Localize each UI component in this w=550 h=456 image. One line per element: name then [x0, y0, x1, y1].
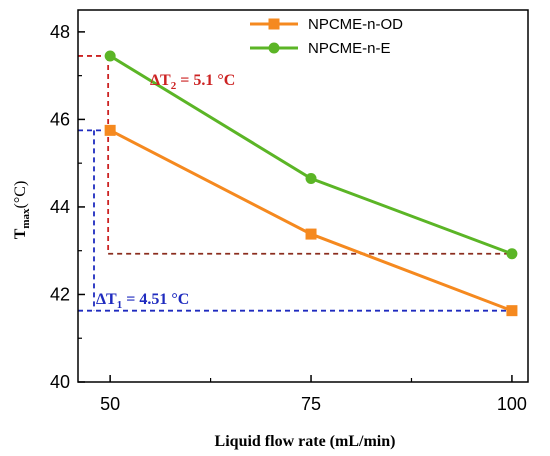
annotation-sub: 1 [117, 299, 123, 311]
x-tick-label: 50 [100, 394, 120, 414]
y-tick-label: 46 [50, 109, 70, 129]
legend-marker [268, 42, 280, 54]
data-point [305, 228, 317, 240]
y-tick-label: 42 [50, 284, 70, 304]
y-tick-label: 40 [50, 372, 70, 392]
annotation-value: = 5.1 °C [176, 72, 235, 89]
y-axis-title-main: T [12, 228, 29, 239]
x-tick-label: 100 [497, 394, 527, 414]
delta-t-annotation: ΔT1 = 4.51 °C [96, 291, 189, 311]
annotation-sub: 2 [171, 80, 177, 92]
x-tick-label: 75 [301, 394, 321, 414]
legend-marker [268, 18, 280, 30]
data-point [305, 172, 317, 184]
axis-ticks: 40 42 44 46 48 50 75 100 [50, 22, 527, 414]
legend-label: NPCME-n-E [308, 40, 391, 57]
y-axis-title: Tmax(°C) [12, 181, 32, 240]
data-point [104, 50, 116, 62]
data-point [506, 248, 518, 260]
annotation-main: ΔT [150, 72, 171, 89]
reference-lines [78, 55, 512, 312]
data-point [506, 305, 518, 317]
y-axis-title-sub: max [20, 208, 32, 229]
series-line-0 [109, 129, 513, 313]
data-point [104, 124, 116, 136]
legend: NPCME-n-OD NPCME-n-E [250, 16, 403, 57]
x-axis-title: Liquid flow rate (mL/min) [215, 433, 396, 450]
annotation-main: ΔT [96, 291, 117, 308]
series-layer [104, 50, 518, 317]
legend-label: NPCME-n-OD [308, 16, 403, 33]
plot-area [77, 9, 529, 383]
y-tick-label: 44 [50, 197, 70, 217]
annotation-value: = 4.51 °C [122, 291, 189, 308]
y-tick-label: 48 [50, 22, 70, 42]
delta-t-annotation: ΔT2 = 5.1 °C [150, 72, 235, 92]
y-axis-title-unit: (°C) [12, 181, 29, 209]
